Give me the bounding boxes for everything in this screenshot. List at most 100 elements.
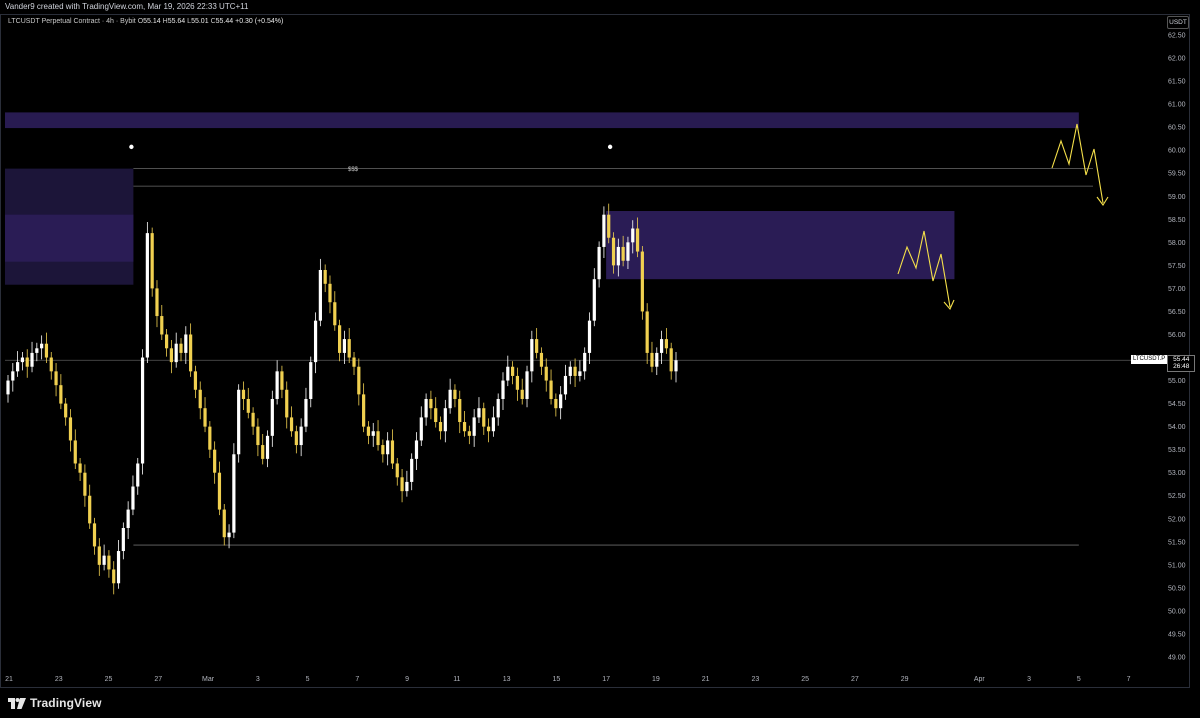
candle-body <box>664 339 668 349</box>
candle-body <box>371 431 375 436</box>
markers-layer <box>129 144 613 150</box>
candle-body <box>232 454 236 533</box>
candle-body <box>587 320 592 353</box>
time-tick-label: 25 <box>105 676 113 683</box>
candle-body <box>583 352 587 372</box>
candle-body <box>333 302 337 326</box>
currency-selector[interactable]: USDT <box>1167 16 1189 29</box>
candle-body <box>607 214 611 238</box>
time-tick-label: 19 <box>652 676 660 683</box>
price-tick-label: 62.50 <box>1168 33 1186 40</box>
candle-body <box>472 417 476 436</box>
candle-body <box>107 555 111 570</box>
candle-body <box>491 417 495 432</box>
candle-body <box>174 343 178 363</box>
projection-arrowhead-upper <box>1096 196 1109 206</box>
time-tick-label: 11 <box>453 676 460 683</box>
candle-body <box>88 495 92 524</box>
candle-body <box>390 440 395 464</box>
candle-body <box>318 269 322 321</box>
swing-high-dot <box>129 144 134 150</box>
tradingview-logo[interactable]: TradingView <box>8 696 102 710</box>
candle-body <box>121 527 125 552</box>
candle-body <box>222 509 226 538</box>
candle-body <box>83 472 87 496</box>
time-tick-label: 27 <box>154 676 162 683</box>
candle-body <box>217 472 222 510</box>
candle-body <box>337 325 342 353</box>
candle-body <box>261 445 265 459</box>
candle-body <box>611 237 616 266</box>
price-tick-label: 58.00 <box>1168 240 1186 247</box>
price-tag-box: 55.44 26:48 <box>1167 355 1196 372</box>
candle-body <box>164 334 169 349</box>
candle-body <box>169 348 173 363</box>
candle-body <box>131 486 135 510</box>
close-value: 55.44 <box>215 18 234 25</box>
supply-zone <box>5 112 1079 129</box>
price-tick-label: 53.50 <box>1168 447 1186 454</box>
candle-body <box>535 339 539 353</box>
supply-zone <box>5 214 134 262</box>
candle-body <box>501 380 505 399</box>
candle-body <box>25 357 29 367</box>
candle-body <box>366 426 371 436</box>
zones-layer <box>5 112 1079 285</box>
price-tick-label: 56.50 <box>1168 309 1186 316</box>
time-tick-label: 9 <box>405 676 409 683</box>
time-tick-label: 5 <box>306 676 310 683</box>
symbol-legend: LTCUSDT Perpetual Contract · 4h · Bybit … <box>8 18 283 25</box>
price-tick-label: 61.50 <box>1168 79 1186 86</box>
chart-frame[interactable] <box>0 14 1190 688</box>
candle-body <box>275 371 279 399</box>
price-tick-label: 49.50 <box>1168 631 1186 638</box>
candle-body <box>193 371 198 390</box>
candle-body <box>515 375 520 390</box>
candle-body <box>477 408 481 418</box>
time-tick-label: 3 <box>1027 676 1031 683</box>
candle-body <box>265 435 270 459</box>
candle-body <box>246 398 250 413</box>
candle-body <box>635 228 640 252</box>
candle-body <box>64 403 68 418</box>
candles-layer <box>6 203 678 595</box>
price-tick-label: 50.00 <box>1168 608 1186 615</box>
candle-body <box>414 440 419 459</box>
price-tick-label: 57.50 <box>1168 263 1186 270</box>
candle-body <box>578 371 582 376</box>
price-tick-label: 53.00 <box>1168 470 1186 477</box>
symbol-title: LTCUSDT Perpetual Contract · 4h · Bybit <box>8 18 136 25</box>
candle-body <box>304 398 308 427</box>
price-tick-label: 58.50 <box>1168 217 1186 224</box>
candle-body <box>597 246 601 280</box>
price-tick-label: 61.00 <box>1168 102 1186 109</box>
time-tick-label: 17 <box>602 676 610 683</box>
candle-body <box>405 481 409 492</box>
price-chart[interactable]: 62.50 62.00 61.50 61.00 60.50 60.00 59.50 59.00… <box>0 0 1200 689</box>
tradingview-brand: TradingView <box>30 696 102 710</box>
candle-body <box>669 348 673 372</box>
candle-body <box>150 233 154 289</box>
candle-body <box>189 334 193 372</box>
candle-body <box>155 288 159 317</box>
candle-body <box>294 431 298 446</box>
time-tick-label: 29 <box>901 676 909 683</box>
candle-body <box>659 339 664 353</box>
price-tick-label: 60.00 <box>1168 148 1186 155</box>
candle-body <box>424 398 428 418</box>
price-tick-label: 60.50 <box>1168 125 1186 132</box>
time-tick-label: 23 <box>55 676 63 683</box>
price-tick-label: 62.00 <box>1168 56 1186 63</box>
price-tick-label: 54.00 <box>1168 424 1186 431</box>
time-tick-label: 7 <box>1127 676 1131 683</box>
last-price-tag: LTCUSDT.P 55.44 26:48 <box>1131 355 1196 372</box>
price-tick-label: 51.50 <box>1168 539 1186 546</box>
price-tick-label: 56.00 <box>1168 332 1186 339</box>
projection-arrows <box>897 123 1109 311</box>
change-value: +0.30 (+0.54%) <box>235 18 284 25</box>
price-tick-label: 52.00 <box>1168 516 1186 523</box>
candle-body <box>256 426 260 446</box>
candle-body <box>410 458 414 482</box>
candle-body <box>429 398 433 409</box>
price-tag-price: 55.44 <box>1173 356 1190 363</box>
